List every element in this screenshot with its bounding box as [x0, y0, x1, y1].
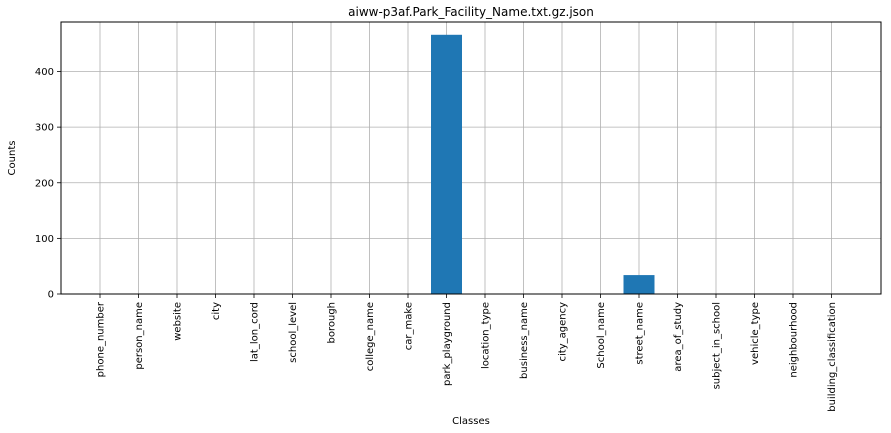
y-tick-label: 200 [35, 178, 54, 189]
x-tick-label: area_of_study [673, 302, 684, 372]
x-tick-label: college_name [365, 302, 376, 371]
x-tick-label: park_playground [442, 302, 453, 386]
x-axis-title: Classes [452, 416, 490, 427]
x-tick-label: person_name [134, 302, 145, 370]
x-tick-label: building_classification [827, 302, 838, 412]
x-tick-label: phone_number [96, 301, 107, 377]
x-tick-label: website [173, 302, 184, 341]
bars [431, 34, 655, 294]
x-tick-label: subject_in_school [712, 302, 723, 389]
x-tick-label: school_level [288, 302, 299, 363]
y-axis-title: Counts [7, 141, 18, 176]
y-tick-label: 100 [35, 234, 54, 245]
x-tick-label: business_name [519, 302, 530, 379]
grid-lines [61, 22, 881, 295]
chart-title: aiww-p3af.Park_Facility_Name.txt.gz.json [348, 5, 594, 19]
x-tick-label: location_type [481, 302, 492, 369]
x-tick-label: School_name [596, 302, 607, 369]
x-tick-label: lat_lon_cord [250, 302, 261, 362]
axis-ticks: phone_number person_name website city lat_lo… [35, 67, 838, 412]
x-tick-label: street_name [635, 302, 646, 365]
bar [431, 34, 462, 294]
x-tick-label: city [211, 302, 222, 320]
y-tick-label: 400 [35, 67, 54, 78]
x-tick-label: borough [327, 302, 338, 344]
y-tick-label: 300 [35, 123, 54, 134]
y-tick-label: 0 [48, 290, 54, 301]
bar [623, 275, 655, 294]
x-tick-label: car_make [404, 302, 415, 350]
x-tick-label: vehicle_type [750, 302, 761, 365]
x-tick-label: city_agency [558, 302, 569, 362]
plot-area-frame [60, 21, 882, 295]
x-tick-label: neighbourhood [789, 302, 800, 378]
